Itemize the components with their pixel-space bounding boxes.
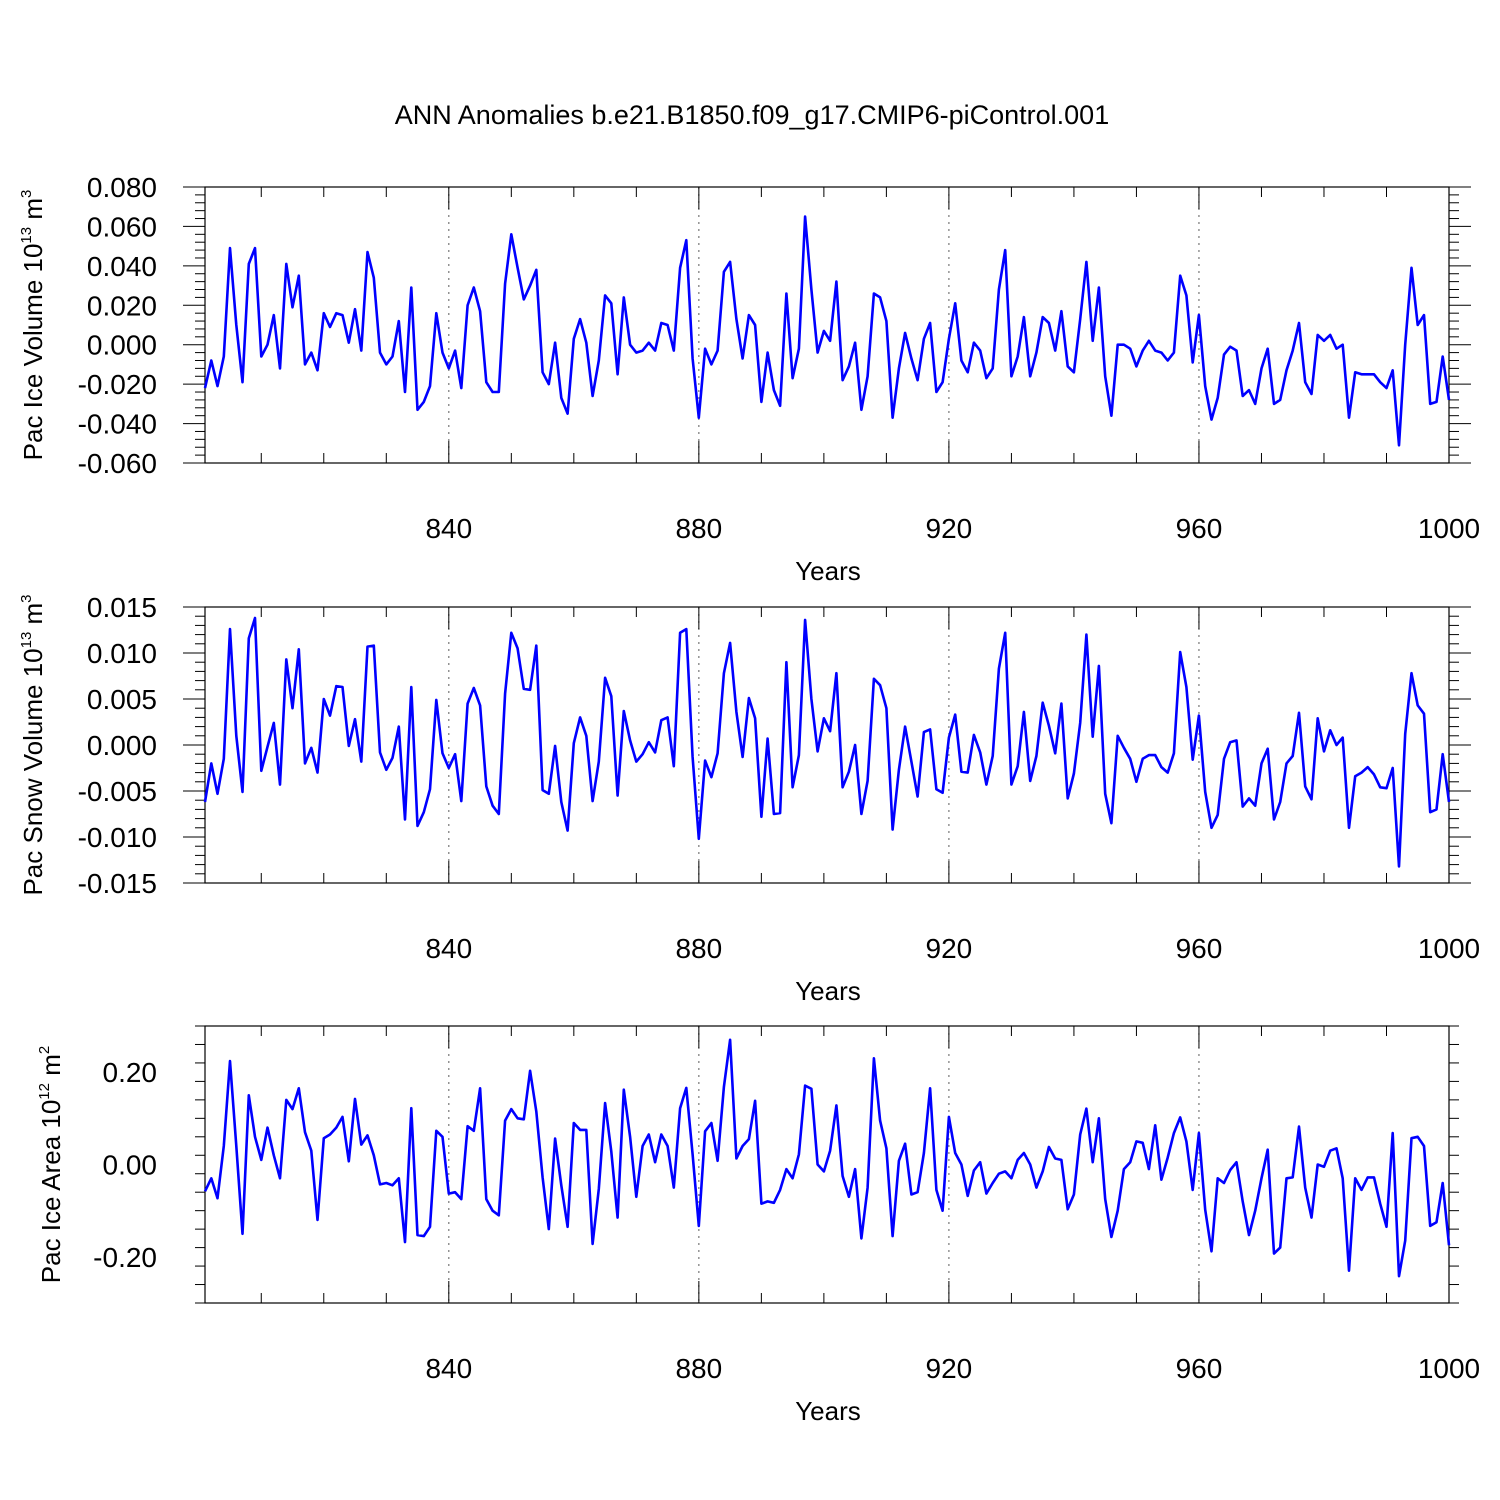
x-tick-label: 880 [675, 1353, 722, 1384]
x-axis-title: Years [795, 1396, 861, 1426]
chart-panel-3: 0.20 0.00 -0.20 840 880 920 960 1000 Years Pac Ic… [36, 1025, 1480, 1426]
y-tick-label: 0.020 [87, 290, 157, 321]
series-line [203, 1038, 1451, 1278]
y-axis-title: Pac Ice Area 1012 m2 [36, 1046, 66, 1283]
x-tick-label: 1000 [1418, 933, 1480, 964]
x-tick-label: 1000 [1418, 513, 1480, 544]
chart-panel-2: 0.015 0.010 0.005 0.000 -0.005 -0.010 -0.015 84… [18, 592, 1480, 1006]
y-tick-label: -0.040 [78, 409, 157, 440]
y-tick-label: 0.080 [87, 172, 157, 203]
plot-frame [204, 186, 1450, 464]
x-axis-title: Years [795, 556, 861, 586]
y-tick-label: 0.010 [87, 638, 157, 669]
plot-frame [204, 606, 1450, 884]
x-tick-label: 840 [425, 513, 472, 544]
y-tick-label: 0.00 [103, 1150, 158, 1181]
x-tick-label: 880 [675, 933, 722, 964]
y-tick-label: 0.040 [87, 251, 157, 282]
x-tick-label: 920 [926, 513, 973, 544]
x-tick-label: 920 [926, 1353, 973, 1384]
y-tick-label: 0.015 [87, 592, 157, 623]
y-tick-label: -0.060 [78, 448, 157, 479]
y-tick-label: -0.20 [93, 1242, 157, 1273]
y-tick-label: -0.010 [78, 822, 157, 853]
y-axis-title: Pac Snow Volume 1013 m3 [18, 594, 48, 895]
y-tick-label: 0.20 [103, 1057, 158, 1088]
chart-panels: 0.080 0.060 0.040 0.020 0.000 -0.020 -0.040 -0.… [18, 172, 1480, 1426]
x-tick-label: 840 [425, 933, 472, 964]
y-tick-label: -0.015 [78, 868, 157, 899]
y-tick-label: 0.005 [87, 684, 157, 715]
y-tick-label: -0.020 [78, 369, 157, 400]
y-tick-label: 0.000 [87, 730, 157, 761]
x-tick-label: 840 [425, 1353, 472, 1384]
x-tick-label: 960 [1176, 933, 1223, 964]
x-axis-title: Years [795, 976, 861, 1006]
plot-frame [204, 1025, 1450, 1304]
x-tick-label: 880 [675, 513, 722, 544]
x-tick-label: 960 [1176, 1353, 1223, 1384]
x-tick-label: 1000 [1418, 1353, 1480, 1384]
x-tick-label: 960 [1176, 513, 1223, 544]
y-axis-title: Pac Ice Volume 1013 m3 [18, 190, 48, 461]
y-tick-label: -0.005 [78, 776, 157, 807]
y-tick-label: 0.000 [87, 330, 157, 361]
series-line [203, 215, 1451, 447]
y-tick-label: 0.060 [87, 211, 157, 242]
series-line [203, 616, 1451, 868]
x-tick-label: 920 [926, 933, 973, 964]
chart-panel-1: 0.080 0.060 0.040 0.020 0.000 -0.020 -0.040 -0.… [18, 172, 1480, 586]
figure-title: ANN Anomalies b.e21.B1850.f09_g17.CMIP6-… [395, 100, 1109, 130]
